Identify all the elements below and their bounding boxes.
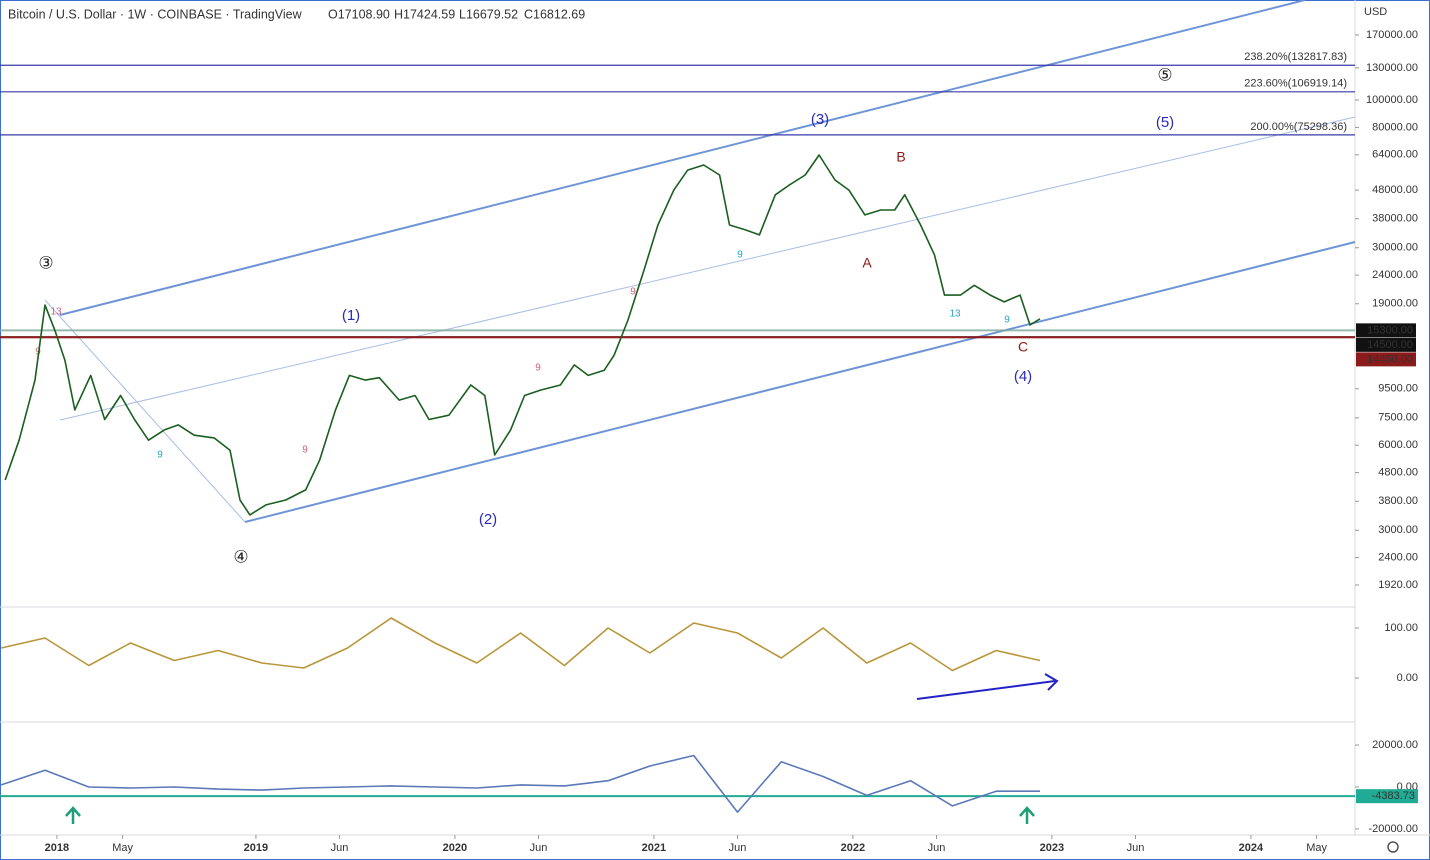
y-tick-label: 0.00 [1397,672,1418,684]
series-line [0,754,1040,813]
td-count: 9 [535,363,541,374]
td-count: 9 [737,250,743,261]
y-tick-label: 4800.00 [1378,466,1418,478]
x-tick-label: Jun [928,842,946,854]
x-tick-label: 2020 [443,842,467,854]
y-tick-label: 100.00 [1384,622,1418,634]
x-tick-label: 2019 [244,842,268,854]
x-tick-label: Jun [729,842,747,854]
y-tick-label: 9500.00 [1378,383,1418,395]
wave-label: (1) [342,307,360,324]
td-count: 13 [50,307,62,318]
signal-arrow [1019,806,1035,824]
level-box [1356,789,1418,804]
wave-label: (5) [1156,114,1174,131]
x-tick-label: Jun [1127,842,1145,854]
td-count: 9 [302,445,308,456]
y-tick-label: 80000.00 [1372,121,1418,133]
wave-label: (4) [1014,368,1032,385]
y-tick-label: 100000.00 [1366,94,1418,106]
td-count: 9 [157,450,163,461]
level-label: -4383.73 [1372,790,1415,802]
x-tick-label: 2022 [841,842,865,854]
y-tick-label: 2400.00 [1378,552,1418,564]
price-level-label: 15300.00 [1367,324,1413,336]
wave-label: C [1018,339,1028,355]
chart-title: Bitcoin / U.S. Dollar · 1W · COINBASE · … [8,7,303,21]
ohlc-open: O17108.90 [328,7,390,21]
y-tick-label: 170000.00 [1366,29,1418,41]
signal-arrow [65,806,81,824]
channel-mid [59,116,1356,421]
x-tick-label: 2024 [1239,842,1264,854]
wave-label: A [862,255,872,271]
x-tick-label: 2023 [1040,842,1064,854]
x-tick-label: Jun [530,842,548,854]
x-tick-label: May [112,842,133,854]
currency-selector[interactable]: USD [1364,6,1387,18]
arrow-head [1044,673,1059,691]
price-level-box [1356,337,1416,352]
y-tick-label: 130000.00 [1366,62,1418,74]
x-tick-label: May [1306,842,1327,854]
fib-level-label: 238.20%(132817.83) [1244,51,1347,63]
y-tick-label: 30000.00 [1372,242,1418,254]
wave-label: (3) [811,111,829,128]
wave-label: B [896,149,905,165]
y-tick-label: 3000.00 [1378,524,1418,536]
ohlc-low: L16679.52 [459,7,518,21]
price-level-box [1356,352,1416,367]
td-count: 9 [630,287,636,298]
x-tick-label: 2018 [45,842,69,854]
channel-lower [244,241,1356,523]
y-tick-label: 3800.00 [1378,495,1418,507]
y-tick-label: 48000.00 [1372,184,1418,196]
price-level-box [1356,323,1416,338]
settings-icon[interactable] [1387,841,1399,853]
wave-label: ④ [233,547,248,566]
y-tick-label: 6000.00 [1378,439,1418,451]
y-tick-label: 64000.00 [1372,149,1418,161]
y-tick-label: 24000.00 [1372,269,1418,281]
ohlc-high: H17424.59 [394,7,455,21]
wave-label: (2) [479,511,497,528]
fib-level-label: 200.00%(75298.36) [1250,121,1347,133]
td-count: 13 [949,309,961,320]
fib-level-label: 223.60%(106919.14) [1244,78,1347,90]
y-tick-label: -20000.00 [1368,823,1418,835]
y-tick-label: 20000.00 [1372,739,1418,751]
price-level-label: 14450.00 [1367,353,1413,365]
ohlc-close: C16812.69 [524,7,585,21]
x-tick-label: 2021 [642,842,666,854]
divergence-arrow [916,680,1056,700]
y-tick-label: 1920.00 [1378,579,1418,591]
y-tick-label: 38000.00 [1372,213,1418,225]
series-line [1,617,1041,672]
wave-label: ⑤ [1157,65,1172,84]
price-level-label: 14500.00 [1367,339,1413,351]
channel-upper [59,0,1306,316]
wave-label: ③ [38,253,53,272]
y-tick-label: 19000.00 [1372,298,1418,310]
x-tick-label: Jun [331,842,349,854]
series-line [4,154,1041,516]
td-count: 9 [1004,315,1010,326]
y-tick-label: 7500.00 [1378,412,1418,424]
